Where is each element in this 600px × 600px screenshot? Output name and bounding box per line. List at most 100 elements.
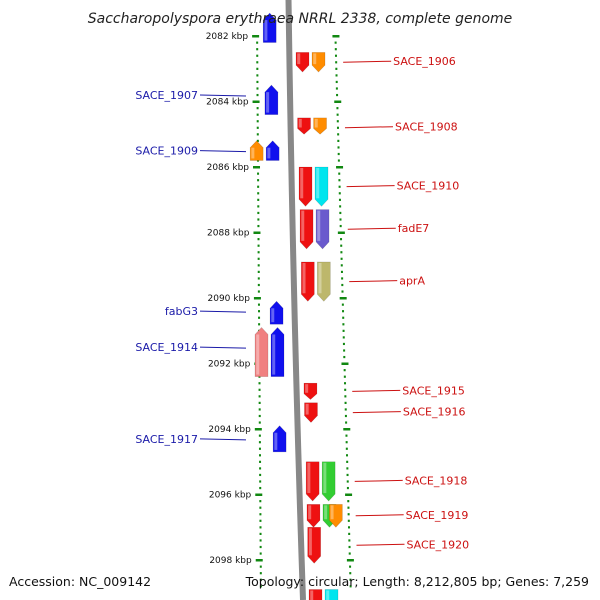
gene-arrow[interactable] — [304, 402, 318, 423]
backbone-layer — [285, 0, 306, 600]
gene-arrow[interactable] — [305, 461, 320, 502]
map-title: Saccharopolyspora erythraea NRRL 2338, c… — [88, 11, 513, 27]
minor-tick-right — [337, 133, 340, 136]
minor-tick-left — [256, 74, 259, 77]
minor-tick-right — [334, 41, 337, 44]
minor-tick-left — [256, 159, 259, 162]
gene-arrow[interactable] — [265, 140, 280, 161]
gene-arrow-highlight — [272, 334, 276, 375]
gene-label-left[interactable]: SACE_1917 — [135, 433, 198, 446]
gene-arrow-highlight — [323, 462, 327, 494]
minor-tick-right — [337, 152, 340, 156]
minor-tick-left — [256, 133, 259, 136]
gene-arrow[interactable] — [311, 52, 326, 73]
major-tick-right — [341, 362, 349, 365]
minor-tick-left — [258, 310, 261, 313]
gene-arrow[interactable] — [315, 209, 330, 250]
gene-label-right[interactable]: SACE_1908 — [395, 121, 458, 134]
minor-tick-right — [347, 526, 350, 529]
gene-label-left[interactable]: SACE_1907 — [135, 89, 198, 102]
minor-tick-right — [341, 290, 344, 293]
tick-label: 2098 kbp — [209, 556, 252, 566]
label-leader-left — [199, 438, 247, 441]
major-tick-left — [253, 166, 261, 169]
gene-arrow-highlight — [298, 118, 302, 128]
gene-arrow-highlight — [297, 53, 301, 65]
gene-label-right[interactable]: SACE_1919 — [406, 509, 469, 522]
minor-tick-left — [259, 467, 262, 470]
gene-label-right[interactable]: SACE_1918 — [405, 474, 468, 487]
accession-text: Accession: NC_009142 — [9, 574, 151, 589]
minor-tick-left — [258, 441, 261, 444]
minor-tick-right — [345, 447, 348, 450]
gene-arrow[interactable] — [298, 166, 313, 207]
label-leader-left — [199, 150, 247, 153]
gene-labels: SACE_1907 SACE_1909 fabG3 SACE_1914 SACE_191… — [135, 55, 469, 551]
minor-tick-left — [259, 480, 262, 483]
gene-label-left[interactable]: fabG3 — [165, 305, 198, 318]
minor-tick-left — [258, 323, 261, 326]
minor-tick-right — [342, 336, 345, 339]
gene-arrow[interactable] — [317, 261, 331, 302]
minor-tick-left — [256, 139, 259, 142]
gene-arrow[interactable] — [299, 209, 314, 250]
gene-label-right[interactable]: aprA — [399, 275, 425, 288]
label-leader-right — [344, 126, 393, 129]
gene-arrow-highlight — [256, 334, 260, 375]
gene-arrow[interactable] — [270, 327, 285, 377]
gene-label-left[interactable]: SACE_1914 — [135, 341, 198, 354]
minor-tick-right — [340, 238, 343, 241]
gene-label-left[interactable]: SACE_1909 — [135, 145, 198, 158]
major-tick-left — [253, 231, 261, 234]
minor-tick-right — [348, 532, 351, 535]
minor-tick-right — [336, 126, 339, 129]
gene-label-right[interactable]: SACE_1910 — [397, 180, 460, 193]
gene-label-right[interactable]: SACE_1920 — [406, 538, 469, 551]
gene-arrow[interactable] — [329, 504, 343, 528]
gene-arrow[interactable] — [324, 589, 339, 600]
gene-arrow[interactable] — [303, 382, 318, 400]
minor-tick-left — [257, 211, 260, 215]
minor-tick-right — [335, 61, 338, 64]
ticks-right-dotted-ruler — [332, 35, 354, 588]
minor-tick-left — [259, 585, 262, 588]
gene-arrow-highlight — [330, 505, 334, 520]
gene-arrow[interactable] — [254, 327, 269, 377]
gene-arrow[interactable] — [313, 117, 327, 135]
minor-tick-right — [340, 270, 343, 273]
gene-arrow-highlight — [271, 308, 275, 323]
gene-arrow[interactable] — [297, 117, 311, 135]
label-leader-left — [199, 310, 247, 313]
label-leader-right — [347, 227, 396, 230]
gene-label-right[interactable]: SACE_1915 — [402, 384, 465, 397]
gene-arrow-highlight — [274, 432, 278, 450]
minor-tick-left — [257, 185, 260, 188]
minor-tick-right — [349, 572, 352, 575]
gene-arrow[interactable] — [272, 425, 287, 453]
label-leader-left — [199, 94, 247, 97]
gene-arrow[interactable] — [262, 12, 277, 43]
minor-tick-right — [339, 218, 342, 221]
minor-tick-left — [257, 218, 260, 221]
gene-label-right[interactable]: SACE_1906 — [393, 55, 456, 68]
gene-arrow[interactable] — [308, 589, 323, 600]
gene-arrow[interactable] — [295, 52, 310, 73]
gene-arrow[interactable] — [314, 166, 329, 207]
minor-tick-right — [338, 198, 341, 201]
gene-arrow[interactable] — [321, 461, 336, 502]
minor-tick-left — [259, 454, 262, 457]
major-tick-right — [339, 297, 347, 300]
gene-arrow[interactable] — [269, 300, 284, 325]
major-tick-left — [255, 559, 263, 562]
minor-tick-left — [258, 401, 261, 404]
gene-arrow[interactable] — [249, 140, 264, 161]
label-leader-right — [343, 60, 392, 63]
gene-arrow[interactable] — [306, 504, 321, 528]
gene-arrow[interactable] — [264, 84, 279, 115]
gene-arrow[interactable] — [301, 261, 315, 302]
gene-label-right[interactable]: fadE7 — [398, 222, 430, 235]
minor-tick-left — [257, 238, 260, 241]
gene-arrow[interactable] — [307, 526, 321, 564]
gene-label-right[interactable]: SACE_1916 — [403, 406, 466, 419]
minor-tick-left — [257, 192, 260, 195]
